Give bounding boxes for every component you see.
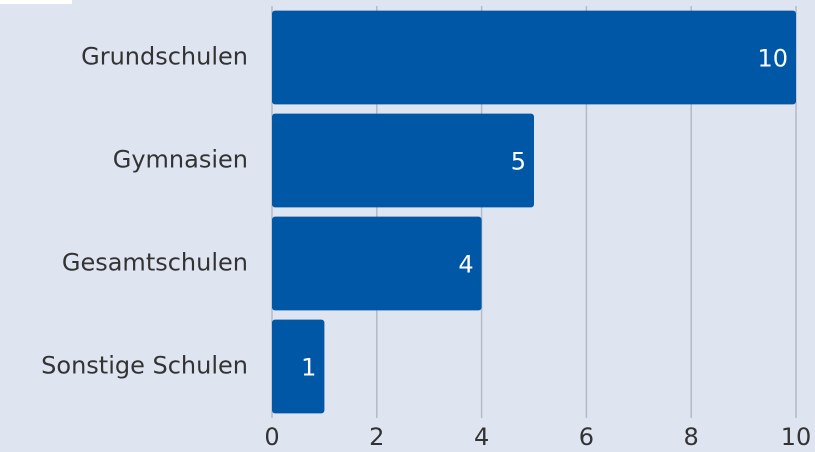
bar [272, 216, 482, 311]
value-label: 5 [511, 148, 526, 176]
bar [272, 10, 796, 105]
y-tick-label: Gymnasien [113, 146, 248, 174]
y-tick-label: Gesamtschulen [62, 249, 248, 277]
value-label: 1 [301, 354, 316, 382]
x-tick-label: 6 [579, 423, 594, 451]
x-tick-label: 8 [684, 423, 699, 451]
y-tick-label: Grundschulen [81, 43, 248, 71]
x-tick-label: 4 [474, 423, 489, 451]
x-tick-label: 10 [781, 423, 812, 451]
x-tick-label: 2 [369, 423, 384, 451]
bar [272, 319, 325, 414]
y-tick-label: Sonstige Schulen [41, 352, 248, 380]
value-label: 10 [757, 45, 788, 73]
x-tick-label: 0 [264, 423, 279, 451]
value-label: 4 [458, 251, 473, 279]
corner-strip [0, 0, 72, 4]
bar [272, 113, 534, 208]
